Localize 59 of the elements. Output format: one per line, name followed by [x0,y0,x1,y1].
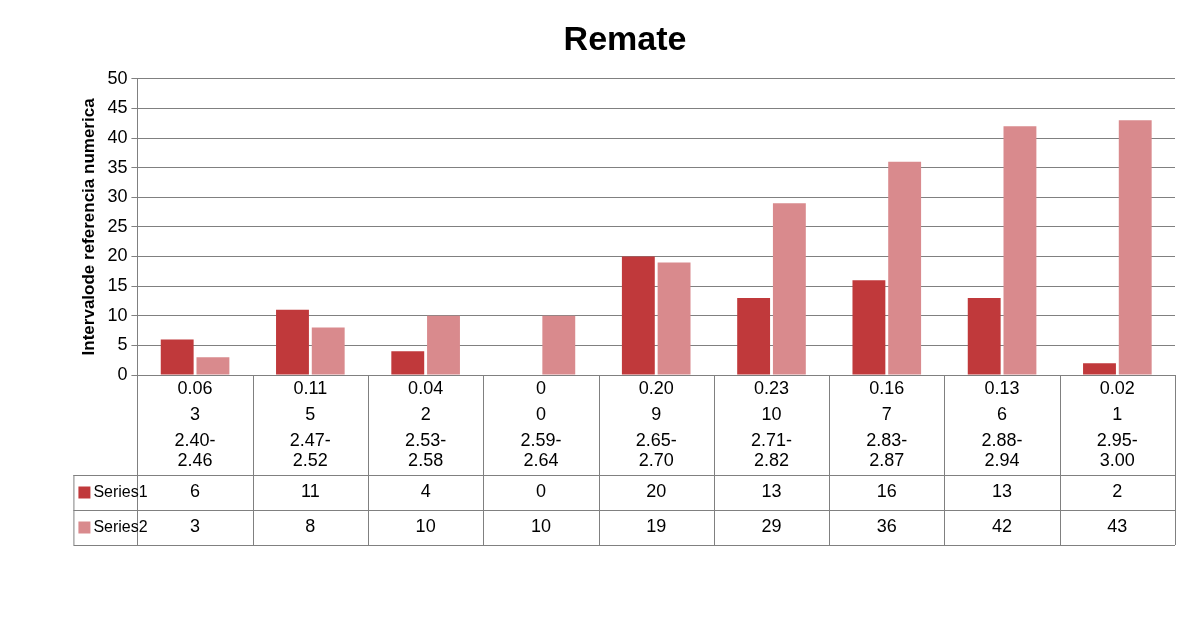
bar [427,315,460,375]
x-tick-label: 0.11 5 2.47- 2.52 [289,377,331,470]
data-label: 8 [305,516,316,537]
bar [276,309,309,375]
bar [542,315,576,375]
x-tick-label: 0.23 10 2.71- 2.82 [750,377,793,470]
x-tick-label: 0.20 9 2.65- 2.70 [635,377,677,470]
data-label: 6 [190,481,201,502]
bar [1083,363,1116,375]
y-tick-label: 20 [107,245,128,266]
bar [391,351,425,375]
bar [772,203,806,375]
bar [621,256,655,375]
y-tick-label: 10 [107,304,128,325]
data-label: 13 [992,481,1013,502]
bar [196,357,230,375]
bar [967,297,1001,375]
x-tick-label: 0.04 2 2.53- 2.58 [405,377,447,470]
bar [737,297,771,375]
bar [657,262,691,375]
y-tick-label: 0 [117,363,128,384]
data-label: 16 [876,481,897,502]
data-label: 10 [530,516,551,537]
y-tick-label: 25 [107,215,128,236]
data-label: 4 [420,481,431,502]
data-label: 0 [535,481,546,502]
data-label: 2 [1112,481,1123,502]
bar [852,280,886,375]
y-tick-label: 5 [117,334,128,355]
x-tick-label: 0.02 1 2.95- 3.00 [1096,377,1138,470]
legend-label: Series2 [93,517,148,535]
y-axis-title: Intervalode referencia numerica [78,97,98,356]
legend-label: Series1 [93,482,148,500]
y-tick-label: 35 [107,156,128,177]
x-tick-label: 0.13 6 2.88- 2.94 [981,377,1023,470]
y-tick-label: 15 [107,275,128,296]
x-tick-label: 0 0 2.59- 2.64 [520,377,562,470]
chart-title: Remate [563,18,687,57]
data-label: 42 [992,516,1013,537]
y-tick-label: 45 [107,97,128,118]
y-tick-label: 30 [107,186,128,207]
y-tick-label: 40 [107,127,128,148]
x-tick-label: 0.06 3 2.40- 2.46 [174,377,216,470]
data-label: 29 [761,516,782,537]
bar [1003,126,1037,375]
data-label: 43 [1107,516,1128,537]
bar [888,161,922,375]
data-label: 36 [876,516,897,537]
data-label: 20 [646,481,667,502]
x-tick-label: 0.16 7 2.83- 2.87 [866,377,908,470]
data-label: 10 [415,516,436,537]
data-label: 19 [646,516,667,537]
bar [160,339,194,375]
bar [1118,120,1152,375]
bar [311,327,345,375]
data-label: 13 [761,481,782,502]
data-label: 11 [301,481,320,502]
data-label: 3 [190,516,201,537]
y-tick-label: 50 [107,67,128,88]
